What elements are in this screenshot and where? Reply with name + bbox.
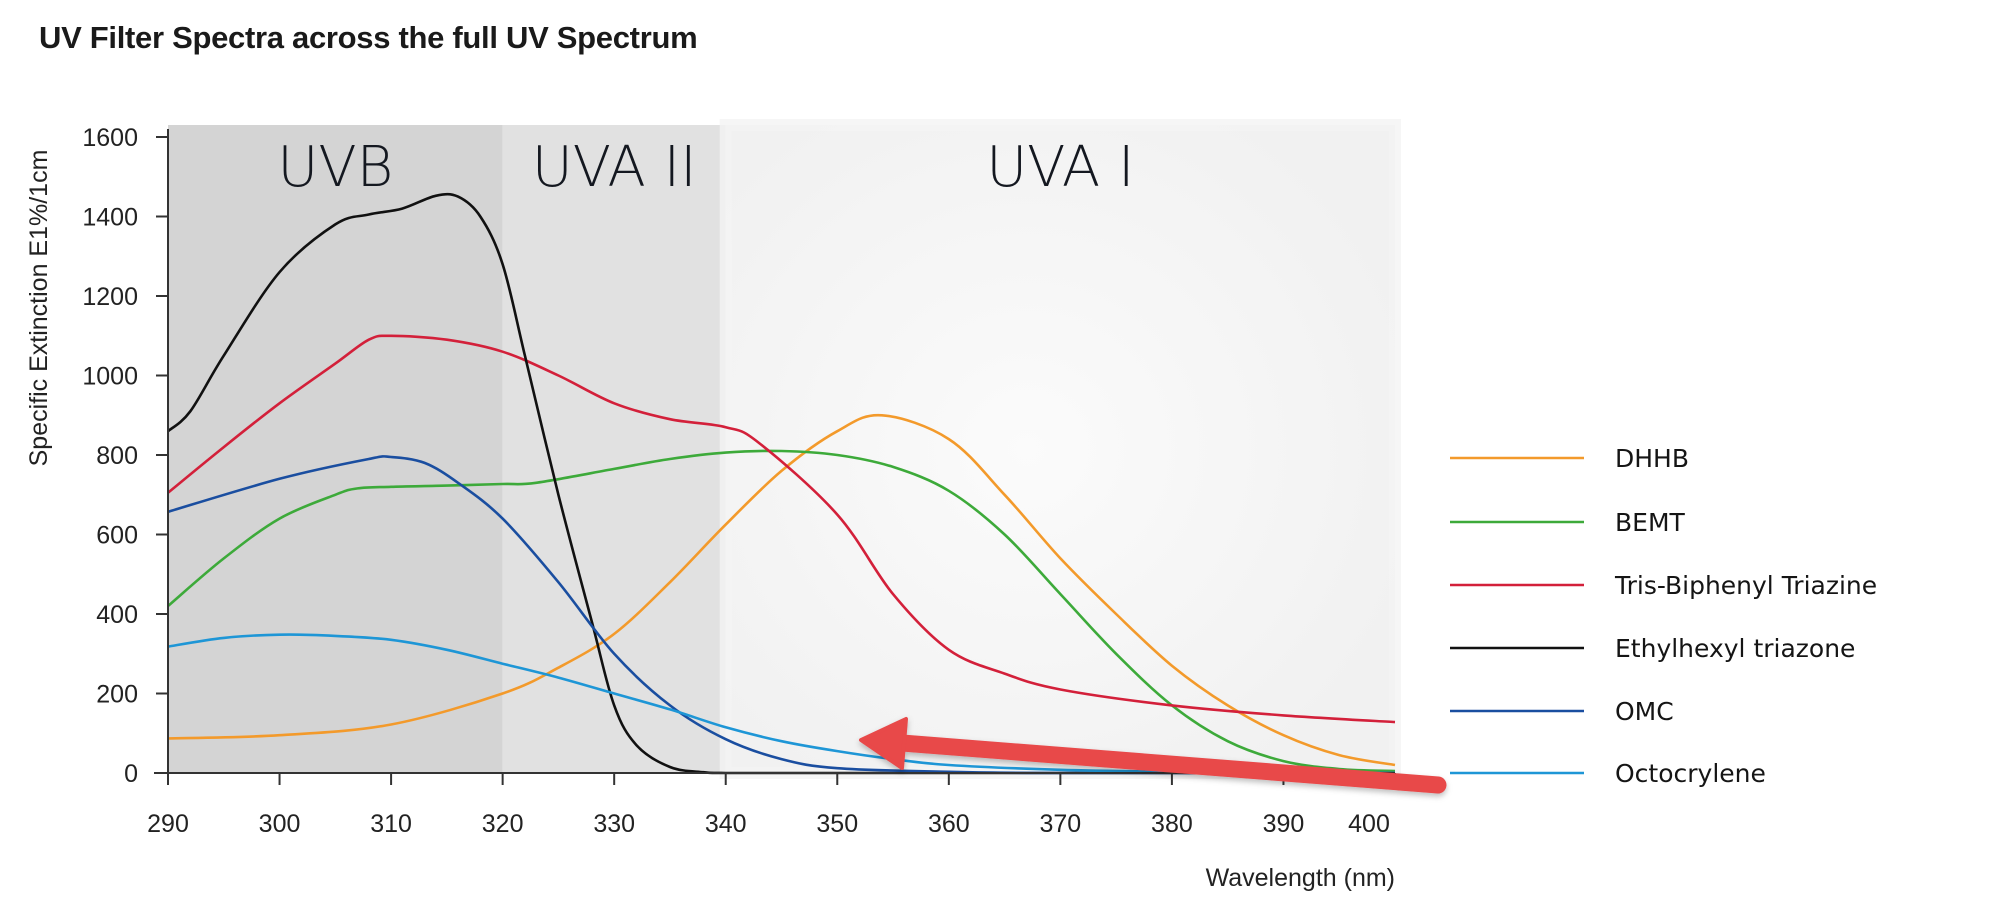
x-tick-label: 400 (1348, 810, 1390, 838)
annotation-arrow (859, 717, 1447, 794)
legend: DHHB BEMT Tris-Biphenyl Triazine Ethylhexyl… (1450, 444, 1877, 788)
legend-label: Ethylhexyl triazone (1615, 634, 1855, 663)
region-label-uva-i: UVA I (986, 135, 1134, 200)
legend-item-bemt: BEMT (1450, 508, 1686, 537)
y-tick-label: 0 (124, 760, 138, 788)
spectrum-regions: UVB UVA II UVA I (168, 119, 1401, 779)
x-tick-label: 360 (928, 810, 970, 838)
arrow-head (859, 717, 908, 770)
legend-label: OMC (1615, 697, 1674, 726)
legend-item-tris-biphenyl-triazine: Tris-Biphenyl Triazine (1450, 571, 1877, 600)
region-uvb (168, 125, 503, 773)
y-axis-title: Specific Extinction E1%/1cm (25, 150, 53, 467)
series-line-tris-biphenyl-triazine (167, 334, 1396, 724)
legend-label: BEMT (1615, 508, 1686, 537)
y-tick-label: 800 (96, 442, 138, 470)
axes: 0 200 400 600 800 1000 1200 1400 1600 290 300 310 32… (25, 124, 1396, 892)
x-tick-label: 330 (593, 810, 635, 838)
x-tick-label: 290 (147, 810, 189, 838)
region-uva-i (725, 125, 1395, 773)
series-lines (167, 192, 1396, 775)
arrow-shaft (893, 734, 1447, 794)
x-axis-title: Wavelength (nm) (1206, 864, 1395, 892)
region-label-uvb: UVB (277, 135, 393, 200)
y-tick-label: 1400 (82, 204, 138, 232)
y-tick-label: 1600 (82, 124, 138, 152)
x-tick-label: 340 (705, 810, 747, 838)
x-tick-label: 370 (1040, 810, 1082, 838)
legend-label: Octocrylene (1615, 759, 1766, 788)
y-tick-label: 600 (96, 522, 138, 550)
y-tick-label: 400 (96, 601, 138, 629)
x-tick-label: 390 (1263, 810, 1305, 838)
x-tick-label: 310 (370, 810, 412, 838)
y-tick-label: 1200 (82, 283, 138, 311)
legend-label: DHHB (1615, 444, 1689, 473)
legend-item-octocrylene: Octocrylene (1450, 759, 1766, 788)
legend-label: Tris-Biphenyl Triazine (1614, 571, 1877, 600)
legend-item-omc: OMC (1450, 697, 1674, 726)
region-uva-ii (502, 125, 726, 773)
legend-item-ethylhexyl-triazone: Ethylhexyl triazone (1450, 634, 1855, 663)
x-tick-label: 320 (482, 810, 524, 838)
x-tick-label: 380 (1151, 810, 1193, 838)
x-tick-label: 300 (259, 810, 301, 838)
y-tick-label: 1000 (82, 363, 138, 391)
y-tick-label: 200 (96, 681, 138, 709)
x-tick-label: 350 (816, 810, 858, 838)
chart-title: UV Filter Spectra across the full UV Spe… (39, 20, 698, 55)
annotations (859, 717, 1447, 794)
legend-item-dhhb: DHHB (1450, 444, 1689, 473)
region-label-uva-ii: UVA II (532, 135, 697, 200)
series-line-octocrylene (167, 633, 1396, 775)
series-line-dhhb (167, 413, 1396, 767)
